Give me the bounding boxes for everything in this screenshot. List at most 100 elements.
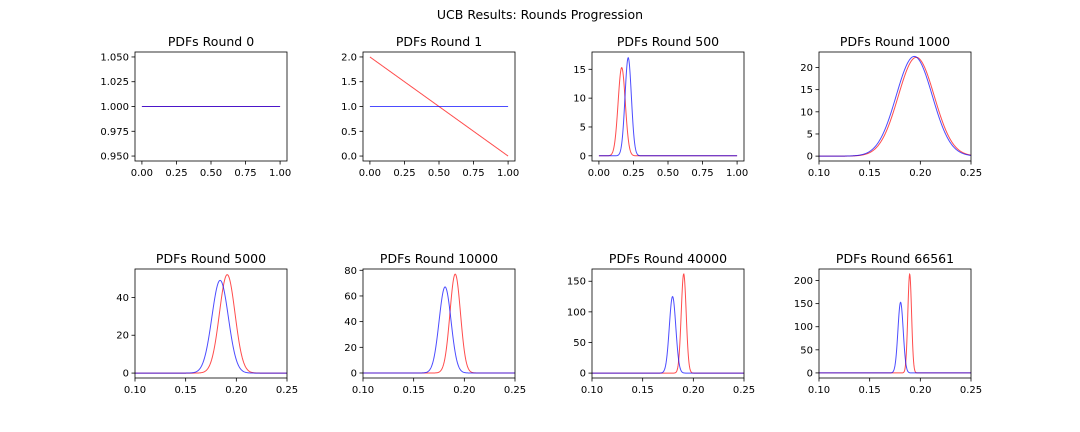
x-tick-label: 0.25 (960, 168, 982, 179)
x-tick-label: 0.00 (588, 168, 610, 179)
x-tick-label: 0.25 (733, 385, 755, 396)
y-tick-label: 200 (794, 276, 813, 287)
series-line-1 (592, 295, 744, 374)
y-tick-label: 0.975 (100, 127, 129, 138)
subplot-title: PDFs Round 40000 (609, 251, 727, 266)
y-tick-label: 20 (800, 63, 813, 74)
x-tick-label: 0.25 (165, 168, 187, 179)
x-tick-label: 0.20 (453, 385, 475, 396)
x-tick-label: 0.50 (428, 168, 450, 179)
x-tick-label: 0.15 (403, 385, 425, 396)
x-tick-label: 0.75 (462, 168, 484, 179)
plot-frame (134, 268, 288, 379)
y-tick-label: 0.950 (100, 152, 129, 163)
series-line-1 (819, 55, 971, 157)
x-tick-label: 0.50 (200, 168, 222, 179)
x-tick-label: 0.50 (657, 168, 679, 179)
y-tick-label: 1.050 (100, 52, 129, 63)
x-tick-label: 0.10 (352, 385, 374, 396)
y-tick-label: 50 (800, 345, 813, 356)
series-line-0 (819, 272, 971, 374)
y-tick-label: 50 (573, 338, 586, 349)
x-tick-label: 1.00 (497, 168, 519, 179)
subplot-3: PDFs Round 1000 0.10 0.15 0.20 0.25 0 5 10 15 20 (800, 34, 982, 179)
y-tick-label: 15 (573, 65, 586, 76)
x-tick-label: 0.10 (124, 385, 146, 396)
series-line-0 (592, 273, 744, 374)
subplot-title: PDFs Round 0 (168, 34, 254, 49)
x-tick-label: 0.10 (581, 385, 603, 396)
y-tick-label: 10 (800, 107, 813, 118)
x-tick-label: 1.00 (726, 168, 748, 179)
subplot-6: PDFs Round 40000 0.10 0.15 0.20 0.25 0 50 100 15… (567, 251, 755, 396)
y-tick-label: 150 (567, 277, 586, 288)
series-line-0 (598, 67, 738, 157)
y-tick-label: 1.000 (100, 102, 129, 113)
plot-frame (818, 268, 972, 379)
subplot-1: PDFs Round 1 0.00 0.25 0.50 0.75 1.00 0.0 0.5 1.… (341, 34, 519, 179)
y-tick-label: 60 (344, 291, 357, 302)
y-tick-label: 0 (123, 369, 129, 380)
subplot-title: PDFs Round 1000 (840, 34, 950, 49)
y-tick-label: 1.0 (341, 102, 357, 113)
x-tick-label: 0.25 (276, 385, 298, 396)
x-tick-label: 0.25 (622, 168, 644, 179)
subplot-2: PDFs Round 500 0.00 0.25 0.50 0.75 1.00 0 5 10 15 (573, 34, 748, 179)
x-tick-label: 0.15 (632, 385, 654, 396)
y-tick-label: 0 (351, 368, 357, 379)
x-tick-label: 0.15 (859, 385, 881, 396)
subplot-title: PDFs Round 500 (617, 34, 719, 49)
y-tick-label: 0 (580, 151, 586, 162)
subplot-title: PDFs Round 10000 (380, 251, 498, 266)
y-tick-label: 1.5 (341, 77, 357, 88)
x-tick-label: 0.75 (691, 168, 713, 179)
x-tick-label: 0.20 (682, 385, 704, 396)
series-line-1 (135, 279, 287, 374)
y-tick-label: 10 (573, 94, 586, 105)
y-tick-label: 0.0 (341, 152, 357, 163)
subplot-0: PDFs Round 0 0.00 0.25 0.50 0.75 1.00 0.950 0.9… (100, 34, 291, 179)
subplot-5: PDFs Round 10000 0.10 0.15 0.20 0.25 0 20 40 60 8… (344, 251, 526, 396)
y-tick-label: 5 (807, 129, 813, 140)
series-line-1 (363, 286, 515, 374)
subplot-title: PDFs Round 66561 (836, 251, 954, 266)
y-tick-label: 15 (800, 85, 813, 96)
y-tick-label: 100 (794, 322, 813, 333)
subplot-title: PDFs Round 5000 (156, 251, 266, 266)
plot-frame (818, 51, 972, 162)
x-tick-label: 0.20 (225, 385, 247, 396)
subplot-4: PDFs Round 5000 0.10 0.15 0.20 0.25 0 20 40 (116, 251, 298, 396)
x-tick-label: 0.75 (234, 168, 256, 179)
x-tick-label: 0.25 (960, 385, 982, 396)
y-tick-label: 80 (344, 266, 357, 277)
x-tick-label: 0.00 (359, 168, 381, 179)
plot-frame (362, 268, 516, 379)
subplot-title: PDFs Round 1 (396, 34, 482, 49)
series-line-1 (598, 56, 738, 157)
y-tick-label: 5 (580, 122, 586, 133)
x-tick-label: 0.20 (909, 168, 931, 179)
y-tick-label: 0 (807, 152, 813, 163)
x-tick-label: 0.15 (859, 168, 881, 179)
x-tick-label: 0.25 (504, 385, 526, 396)
y-tick-label: 2.0 (341, 52, 357, 63)
x-tick-label: 0.20 (909, 385, 931, 396)
x-tick-label: 0.10 (808, 168, 830, 179)
plot-frame (591, 268, 745, 379)
x-tick-label: 0.25 (393, 168, 415, 179)
y-tick-label: 0 (580, 369, 586, 380)
y-tick-label: 100 (567, 307, 586, 318)
x-tick-label: 0.10 (808, 385, 830, 396)
y-tick-label: 40 (116, 293, 129, 304)
y-tick-label: 20 (116, 331, 129, 342)
y-tick-label: 40 (344, 317, 357, 328)
figure-title: UCB Results: Rounds Progression (437, 7, 643, 22)
y-tick-label: 20 (344, 343, 357, 354)
subplot-7: PDFs Round 66561 0.10 0.15 0.20 0.25 0 50 100 15… (794, 251, 982, 396)
y-tick-label: 150 (794, 299, 813, 310)
subplot-grid: PDFs Round 00.00 0.25 0.50 0.75 1.000.9500.9… (100, 34, 982, 396)
series-line-0 (819, 56, 971, 157)
x-tick-label: 1.00 (269, 168, 291, 179)
series-line-1 (819, 301, 971, 374)
